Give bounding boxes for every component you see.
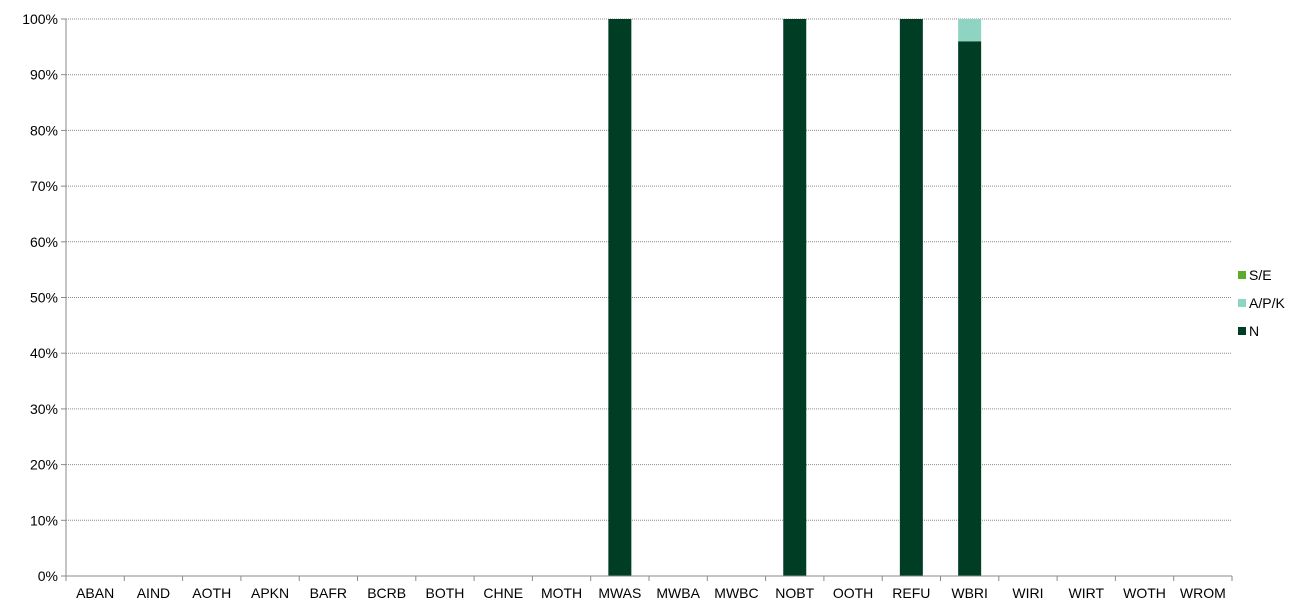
axes	[61, 18, 1233, 581]
y-tick-label: 100%	[22, 11, 58, 27]
x-tick-label: MOTH	[541, 585, 582, 601]
gridlines	[66, 18, 1232, 521]
legend-label: S/E	[1249, 267, 1272, 283]
x-tick-label: OOTH	[833, 585, 873, 601]
bar-NOBT-N	[783, 19, 807, 576]
legend-swatch	[1238, 327, 1246, 335]
bar-REFU-N	[899, 19, 923, 576]
y-tick-label: 80%	[30, 122, 58, 138]
y-tick-label: 60%	[30, 234, 58, 250]
y-tick-label: 50%	[30, 290, 58, 306]
y-tick-labels: 0% 10% 20% 30% 40% 50% 60% 70% 80% 90% 100%	[22, 11, 58, 584]
y-tick-label: 30%	[30, 401, 58, 417]
legend-swatch	[1238, 299, 1246, 307]
y-tick-label: 90%	[30, 67, 58, 83]
legend-label: N	[1249, 323, 1259, 339]
legend-label: A/P/K	[1249, 295, 1285, 311]
bars	[608, 19, 982, 576]
x-tick-label: WROM	[1180, 585, 1226, 601]
bar-WBRI-N	[958, 41, 982, 576]
x-tick-label: MWAS	[598, 585, 641, 601]
y-tick-label: 10%	[30, 512, 58, 528]
x-tick-label: BOTH	[426, 585, 465, 601]
x-tick-label: WIRT	[1068, 585, 1104, 601]
x-tick-label: REFU	[892, 585, 930, 601]
y-tick-label: 20%	[30, 457, 58, 473]
x-tick-label: AOTH	[192, 585, 231, 601]
x-tick-label: BCRB	[367, 585, 406, 601]
x-tick-label: BAFR	[310, 585, 347, 601]
legend-swatch	[1238, 271, 1246, 279]
x-tick-label: WBRI	[951, 585, 988, 601]
legend: S/E A/P/K N	[1238, 267, 1285, 339]
x-tick-label: CHNE	[483, 585, 523, 601]
x-tick-label: NOBT	[775, 585, 814, 601]
x-tick-label: MWBA	[656, 585, 700, 601]
y-tick-label: 40%	[30, 345, 58, 361]
y-tick-label: 70%	[30, 178, 58, 194]
x-tick-label: ABAN	[76, 585, 114, 601]
x-tick-label: AIND	[137, 585, 170, 601]
x-tick-labels: ABAN AIND AOTH APKN BAFR BCRB BOTH CHNE MOTH MWAS…	[76, 585, 1226, 601]
y-tick-label: 0%	[38, 568, 58, 584]
x-tick-label: APKN	[251, 585, 289, 601]
bar-MWAS-N	[608, 19, 632, 576]
x-tick-label: WIRI	[1012, 585, 1043, 601]
x-tick-label: MWBC	[714, 585, 758, 601]
bar-WBRI-A/P/K	[958, 19, 982, 42]
x-tick-label: WOTH	[1123, 585, 1166, 601]
